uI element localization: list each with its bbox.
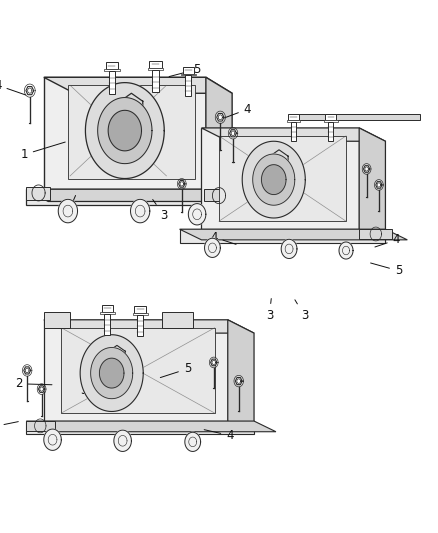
Polygon shape (24, 367, 31, 374)
Polygon shape (26, 187, 50, 200)
Bar (106, 62, 118, 69)
Polygon shape (109, 345, 125, 369)
Polygon shape (26, 421, 254, 434)
Polygon shape (44, 77, 232, 93)
Bar (328, 122, 333, 141)
Polygon shape (298, 114, 420, 120)
Polygon shape (205, 238, 220, 257)
Bar (102, 305, 113, 312)
Polygon shape (44, 77, 206, 189)
Text: 3: 3 (115, 376, 127, 397)
Polygon shape (206, 77, 232, 205)
Polygon shape (270, 150, 288, 175)
Polygon shape (44, 320, 228, 421)
Polygon shape (253, 154, 295, 205)
Bar (181, 74, 196, 75)
Polygon shape (61, 328, 215, 413)
Polygon shape (26, 421, 276, 432)
Text: 4: 4 (375, 233, 400, 247)
Polygon shape (242, 141, 305, 218)
Text: 3: 3 (64, 196, 75, 220)
Polygon shape (359, 128, 385, 243)
Polygon shape (68, 85, 195, 179)
Polygon shape (185, 432, 201, 451)
Text: 1: 1 (20, 142, 65, 161)
Polygon shape (44, 320, 254, 333)
Bar (183, 67, 194, 74)
Bar (109, 71, 115, 94)
Bar (152, 70, 159, 93)
Polygon shape (98, 98, 152, 164)
Text: 4: 4 (0, 420, 18, 433)
Text: 4: 4 (210, 231, 236, 244)
Bar (100, 312, 115, 313)
Polygon shape (201, 128, 359, 229)
Text: 4: 4 (0, 79, 26, 95)
Polygon shape (26, 189, 237, 205)
Text: 3: 3 (295, 300, 308, 322)
Bar (288, 114, 299, 120)
Polygon shape (339, 242, 353, 259)
Bar (134, 306, 146, 313)
Bar (133, 313, 148, 314)
Polygon shape (359, 229, 392, 239)
Polygon shape (120, 93, 143, 125)
Polygon shape (180, 229, 385, 243)
Bar (148, 68, 163, 70)
Polygon shape (188, 204, 206, 225)
Bar (104, 69, 120, 71)
Polygon shape (281, 239, 297, 259)
Polygon shape (108, 110, 141, 151)
Polygon shape (162, 312, 193, 328)
Polygon shape (376, 182, 382, 188)
Bar (324, 120, 338, 122)
Text: 4: 4 (222, 103, 251, 119)
Bar (149, 61, 162, 68)
Polygon shape (44, 312, 70, 328)
Text: 5: 5 (371, 263, 402, 277)
Bar (325, 114, 336, 120)
Bar (186, 75, 191, 95)
Polygon shape (114, 430, 131, 451)
Bar (137, 314, 143, 336)
Polygon shape (261, 165, 286, 195)
Bar (104, 313, 110, 335)
Polygon shape (131, 199, 150, 223)
Text: 3: 3 (81, 375, 89, 397)
Polygon shape (235, 377, 242, 385)
Text: 5: 5 (160, 362, 191, 377)
Polygon shape (201, 128, 385, 141)
Polygon shape (44, 429, 61, 450)
Polygon shape (99, 358, 124, 388)
Bar (286, 120, 300, 122)
Polygon shape (364, 166, 370, 172)
Text: 3: 3 (266, 298, 273, 322)
Polygon shape (228, 320, 254, 434)
Polygon shape (39, 386, 45, 392)
Text: 2: 2 (14, 377, 52, 390)
Polygon shape (219, 136, 346, 221)
Polygon shape (58, 199, 78, 223)
Polygon shape (85, 83, 164, 179)
Polygon shape (217, 114, 224, 121)
Polygon shape (211, 359, 217, 366)
Text: 3: 3 (153, 199, 168, 222)
Polygon shape (204, 189, 234, 201)
Polygon shape (26, 421, 55, 431)
Polygon shape (26, 189, 258, 201)
Polygon shape (230, 130, 237, 137)
Polygon shape (26, 86, 34, 95)
Polygon shape (180, 229, 407, 240)
Text: 4: 4 (204, 429, 234, 442)
Polygon shape (179, 181, 185, 187)
Bar (291, 122, 296, 141)
Polygon shape (91, 348, 133, 399)
Polygon shape (80, 335, 143, 411)
Text: 5: 5 (169, 63, 201, 77)
